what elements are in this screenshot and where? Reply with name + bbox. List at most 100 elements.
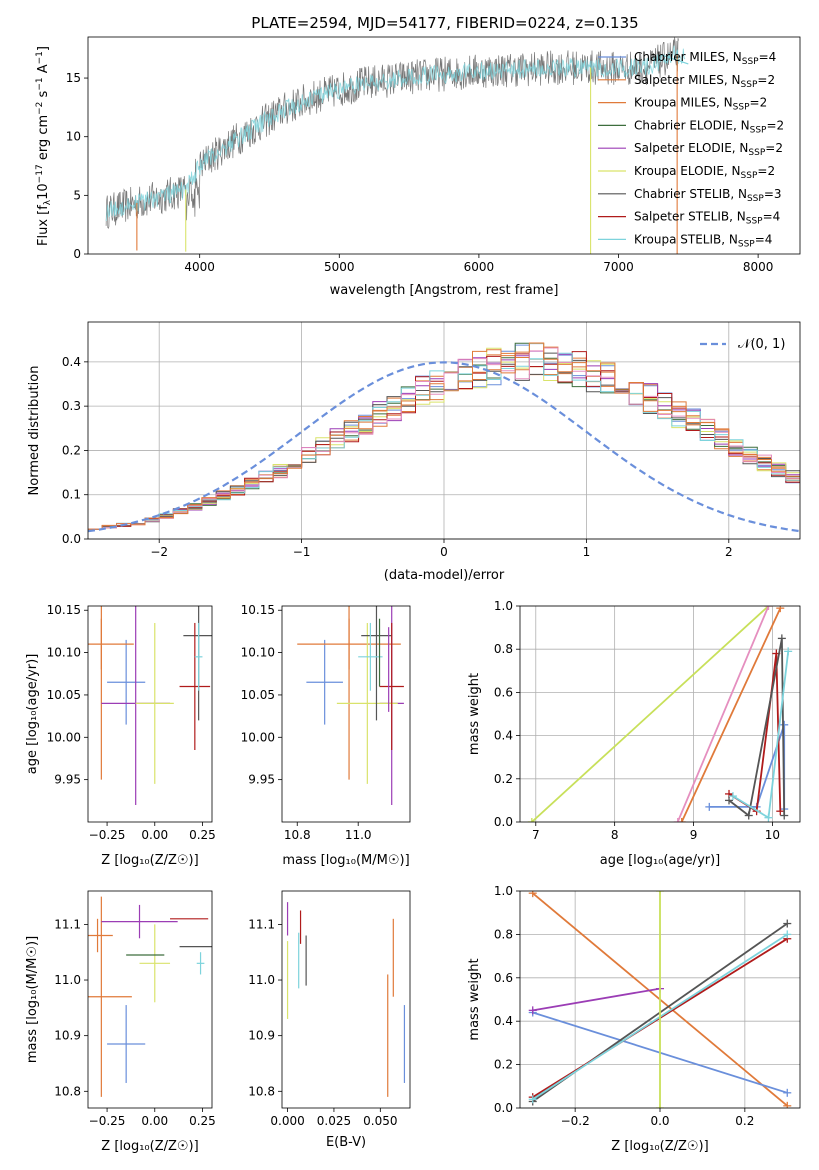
y-axis-label: mass weight [467, 673, 482, 755]
y-tick-label: 10.15 [241, 603, 275, 617]
legend-sub: SSP [742, 57, 759, 67]
y-tick-label: 0 [73, 247, 81, 261]
x-tick-label: 8000 [743, 260, 774, 274]
x-axis-label: age [log₁₀(age/yr)] [600, 853, 721, 868]
legend-text: =4 [759, 50, 777, 64]
histogram-series [88, 342, 800, 530]
legend-entry: Chabrier STELIB, NSSP=3 [634, 187, 782, 204]
residuals-panel: −2 −1 0 1 2 0.0 0.1 0.2 0.3 0.4 (data-model)/error… [27, 321, 801, 583]
histogram-series [88, 342, 800, 530]
y-label-part: erg cm [36, 115, 51, 164]
legend-sub: SSP [741, 171, 758, 181]
plot-area [105, 37, 689, 254]
y-label-sup: −2 [35, 102, 45, 115]
axes-frame [87, 36, 801, 255]
y-label-sup: −1 [35, 77, 45, 90]
legend-sub: SSP [748, 148, 765, 158]
y-tick-label: 10.05 [47, 688, 81, 702]
x-tick-label: 11.0 [345, 828, 372, 842]
series-line [531, 606, 770, 822]
histogram-series [88, 352, 800, 530]
y-tick-label: 11.0 [54, 973, 81, 987]
y-tick-label: 15 [66, 71, 81, 85]
spectrum-panel: 4000 5000 6000 7000 8000 0 5 10 15 wavelength [An… [35, 36, 801, 298]
x-tick-label: −1 [293, 545, 311, 559]
legend-text: =2 [766, 118, 784, 132]
plot-area [88, 896, 212, 1097]
x-tick-label: 0.2 [735, 1114, 754, 1128]
x-tick-label: 0.025 [317, 1114, 351, 1128]
x-axis-label: mass [log₁₀(M/M☉)] [282, 853, 409, 868]
y-tick-label: 0.4 [494, 1014, 513, 1028]
axes-frame [519, 890, 801, 1109]
plot-area [88, 342, 800, 533]
axes-frame [87, 890, 213, 1109]
axes-frame [281, 890, 411, 1109]
histogram-series [88, 352, 800, 530]
y-axis-label: mass [log₁₀(M/M☉)] [25, 936, 40, 1063]
legend-sub: SSP [747, 194, 764, 204]
y-tick-label: 10.9 [54, 1029, 81, 1043]
figure-title: PLATE=2594, MJD=54177, FIBERID=0224, z=0… [251, 14, 638, 32]
y-label-part: s [36, 90, 51, 101]
x-tick-label: 10.8 [284, 828, 311, 842]
series-line [532, 987, 661, 1012]
model-spectrum [105, 45, 686, 222]
legend-text: Kroupa MILES, N [634, 96, 733, 110]
y-tick-label: 11.1 [248, 917, 275, 931]
legend-entry: Salpeter MILES, NSSP=2 [634, 73, 775, 90]
y-axis-label: age [log₁₀(age/yr)] [25, 654, 40, 775]
legend-text: Chabrier MILES, N [634, 50, 742, 64]
y-axis-label: Flux [fλ10−17 erg cm−2 s−1 A−1] [35, 46, 53, 246]
x-tick-label: 0.000 [270, 1114, 304, 1128]
mass-vs-ebv-panel: 0.000 0.025 0.050 10.8 10.9 11.0 11.1 E(B-V) [248, 890, 411, 1150]
histogram-series [88, 347, 800, 530]
y-label-part: Flux [f [36, 205, 51, 246]
y-tick-label: 11.0 [248, 973, 275, 987]
age-vs-metallicity-panel: −0.25 0.00 0.25 9.95 10.00 10.05 10.10 10.15 Z [… [25, 603, 216, 868]
legend-text: Chabrier STELIB, N [634, 187, 747, 201]
y-tick-label: 0.2 [62, 443, 81, 457]
legend-sub: SSP [733, 103, 750, 113]
y-tick-label: 0.6 [494, 971, 513, 985]
axes-frame [87, 605, 213, 823]
legend-text: =4 [755, 232, 773, 246]
series-line [680, 607, 782, 822]
legend-entry: 𝒩(0, 1) [738, 337, 785, 352]
y-tick-label: 10.10 [241, 646, 275, 660]
legend-entry: Kroupa ELODIE, NSSP=2 [634, 164, 775, 181]
x-axis-label: Z [log₁₀(Z/Z☉)] [101, 853, 198, 868]
legend-entry: Kroupa MILES, NSSP=2 [634, 96, 767, 113]
y-tick-label: 1.0 [494, 599, 513, 613]
observed-spectrum [105, 37, 679, 229]
legend-text: =3 [764, 187, 782, 201]
y-tick-label: 10.8 [54, 1084, 81, 1098]
x-tick-label: 2 [725, 545, 733, 559]
legend-text: Salpeter ELODIE, N [634, 141, 748, 155]
y-tick-label: 0.0 [62, 532, 81, 546]
x-tick-label: −2 [150, 545, 168, 559]
x-tick-label: 6000 [464, 260, 495, 274]
x-tick-label: 8 [611, 828, 619, 842]
y-tick-label: 10.9 [248, 1029, 275, 1043]
legend-text: Salpeter MILES, N [634, 73, 741, 87]
legend-text: Salpeter STELIB, N [634, 210, 746, 224]
massweight-vs-metallicity-panel: −0.2 0.0 0.2 0.0 0.2 0.4 0.6 0.8 1.0 Z [log₁₀(Z/Z… [467, 884, 801, 1154]
legend-entry: Chabrier ELODIE, NSSP=2 [634, 118, 784, 135]
y-tick-label: 10.15 [47, 603, 81, 617]
y-label-part: ] [36, 46, 51, 51]
y-tick-label: 11.1 [54, 917, 81, 931]
mass-vs-metallicity-panel: −0.25 0.00 0.25 10.8 10.9 11.0 11.1 Z [log₁₀(Z/… [25, 890, 216, 1154]
x-tick-label: 0.25 [189, 828, 216, 842]
legend-entry: Chabrier MILES, NSSP=4 [634, 50, 776, 67]
x-tick-label: 4000 [184, 260, 215, 274]
x-tick-label: 0 [440, 545, 448, 559]
y-axis-label: mass weight [467, 958, 482, 1040]
y-tick-label: 10.10 [47, 646, 81, 660]
x-axis-label: Z [log₁₀(Z/Z☉)] [101, 1139, 198, 1154]
x-tick-label: 5000 [324, 260, 355, 274]
y-tick-label: 0.1 [62, 488, 81, 502]
y-tick-label: 0.0 [494, 815, 513, 829]
legend-text: =2 [765, 141, 783, 155]
